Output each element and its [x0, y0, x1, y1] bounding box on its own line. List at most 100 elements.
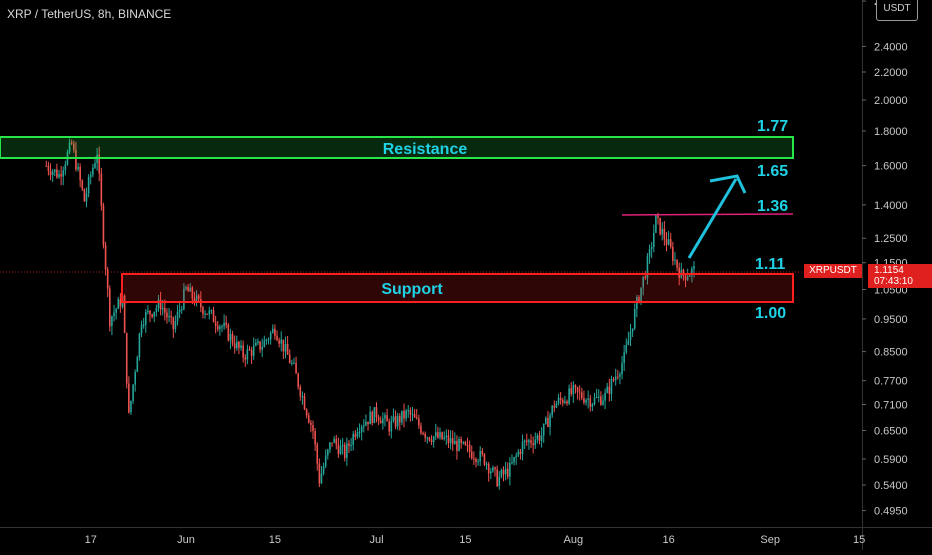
candle-body	[676, 260, 678, 268]
symbol-price-tag: XRPUSDT	[804, 264, 862, 278]
candle-body	[532, 443, 534, 445]
candle-body	[77, 167, 79, 169]
x-tick-label: Aug	[564, 534, 584, 546]
candle-body	[482, 451, 484, 454]
candle-body	[587, 398, 589, 400]
candle-body	[369, 412, 371, 424]
candle-body	[395, 416, 397, 426]
candle-body	[60, 174, 62, 176]
candle-body	[649, 249, 651, 256]
axis-unit-label: USDT	[877, 0, 917, 18]
candle-body	[412, 414, 414, 415]
candle-body	[606, 387, 608, 393]
candle-body	[634, 309, 636, 328]
candle-body	[173, 317, 175, 329]
candle-body	[242, 345, 244, 357]
support-label: Support	[381, 281, 443, 298]
candle-body	[562, 400, 564, 403]
candle-body	[446, 435, 448, 437]
candle-body	[261, 347, 263, 350]
chart-title: XRP / TetherUS, 8h, BINANCE	[7, 7, 171, 21]
candle-body	[473, 458, 475, 459]
candle-body	[367, 422, 369, 424]
candle-body	[672, 247, 674, 261]
candle-body	[128, 384, 130, 413]
candle-body	[526, 441, 528, 443]
candle-body	[573, 385, 575, 394]
candle-body	[253, 346, 255, 356]
candle-body	[609, 387, 611, 394]
candle-body	[437, 432, 439, 437]
candle-body	[492, 467, 494, 471]
candle-body	[382, 419, 384, 424]
candle-body	[374, 407, 376, 423]
candle-body	[181, 309, 183, 310]
candle-body	[333, 439, 335, 443]
candle-body	[62, 170, 64, 176]
candle-body	[346, 443, 348, 458]
candle-body	[549, 415, 551, 427]
candle-body	[139, 333, 141, 357]
candle-body	[340, 446, 342, 454]
candle-body	[361, 427, 363, 432]
candle-body	[363, 425, 365, 426]
candle-body	[103, 206, 105, 246]
candle-body	[621, 363, 623, 374]
candle-body	[511, 462, 513, 463]
candle-body	[115, 309, 117, 313]
candle-body	[399, 416, 401, 423]
candle-body	[407, 410, 409, 411]
candle-body	[467, 445, 469, 446]
candle-body	[602, 401, 604, 405]
candle-body	[54, 170, 56, 172]
candle-body	[86, 193, 88, 201]
candle-body	[600, 397, 602, 405]
candle-body	[615, 376, 617, 380]
candle-body	[494, 467, 496, 469]
y-tick-label: 0.9500	[874, 314, 908, 326]
candle-body	[232, 334, 234, 344]
candle-body	[319, 464, 321, 483]
candle-body	[274, 329, 276, 336]
candle-body	[661, 229, 663, 235]
candle-body	[619, 374, 621, 376]
candle-body	[579, 392, 581, 393]
candle-body	[471, 452, 473, 459]
candle-body	[551, 406, 553, 415]
candle-body	[293, 363, 295, 364]
candle-body	[94, 163, 96, 168]
candle-body	[90, 175, 92, 177]
candle-body	[350, 445, 352, 446]
candle-body	[289, 355, 291, 363]
candle-body	[228, 325, 230, 341]
y-tick-label: 1.6000	[874, 161, 908, 173]
y-tick-label: 2.4000	[874, 41, 908, 53]
candle-body	[287, 344, 289, 355]
candle-body	[259, 341, 261, 349]
candle-body	[503, 470, 505, 474]
candle-body	[384, 415, 386, 418]
candle-body	[674, 260, 676, 261]
candle-body	[109, 289, 111, 327]
candle-body	[202, 307, 204, 314]
candle-body	[477, 461, 479, 462]
y-tick-label: 2.0000	[874, 95, 908, 107]
candle-body	[496, 469, 498, 486]
candle-body	[564, 401, 566, 403]
candle-body	[316, 444, 318, 463]
candle-body	[81, 180, 83, 189]
candle-body	[518, 452, 520, 456]
candle-body	[547, 418, 549, 427]
candle-body	[435, 432, 437, 436]
axis-unit-badge[interactable]: USDT	[876, 0, 918, 21]
candle-body	[427, 437, 429, 438]
candle-body	[79, 167, 81, 180]
candle-body	[386, 415, 388, 421]
candle-body	[391, 421, 393, 432]
last-price-value: 1.1154	[874, 265, 904, 276]
support-zone[interactable]	[122, 274, 793, 302]
candle-body	[625, 345, 627, 352]
candle-body	[498, 477, 500, 486]
